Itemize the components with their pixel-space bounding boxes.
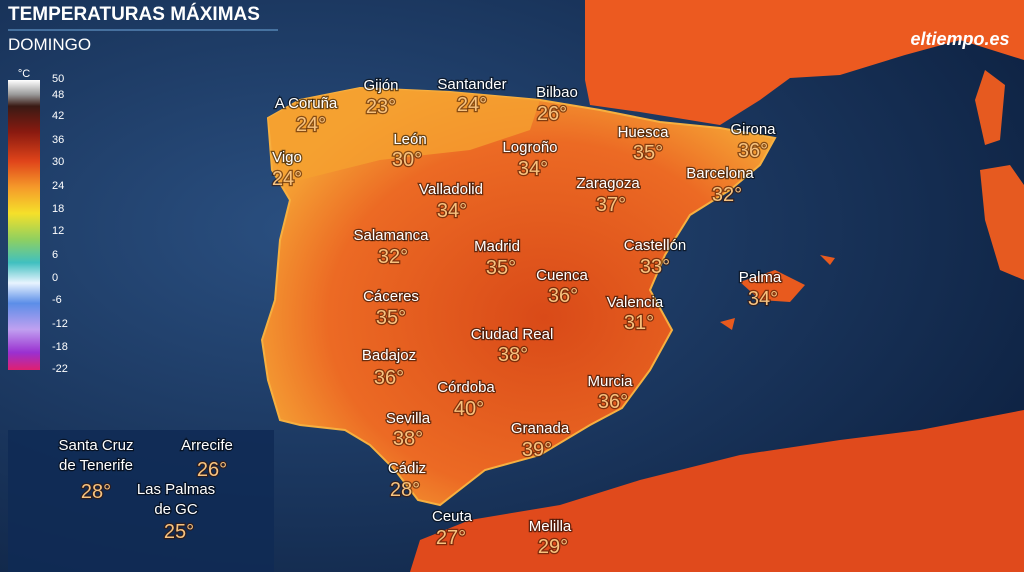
logo: eltiempo.es: [910, 29, 1009, 49]
city-temp: 26°: [537, 103, 567, 125]
city-temp: 38°: [393, 428, 423, 450]
city-temp: 35°: [633, 142, 663, 164]
legend-tick-label: 48: [52, 89, 64, 101]
city-name: Castellón: [624, 237, 687, 254]
city-temp: 36°: [738, 140, 768, 162]
city-name: Córdoba: [437, 379, 495, 396]
city-temp: 29°: [538, 536, 568, 558]
north-region: [268, 88, 540, 180]
city-temp: 36°: [548, 285, 578, 307]
city-temp: 33°: [640, 256, 670, 278]
balearic-islets: [720, 255, 835, 330]
city-name: Logroño: [502, 139, 557, 156]
city-temp: 34°: [748, 288, 778, 310]
city-name: de Tenerife: [59, 457, 133, 474]
city-temp: 40°: [454, 398, 484, 420]
city-temp: 24°: [272, 168, 302, 190]
city-name: Granada: [511, 420, 570, 437]
legend-tick-label: -22: [52, 363, 68, 375]
city-name: Valladolid: [419, 181, 483, 198]
city-name: Madrid: [474, 238, 520, 255]
city-temp: 34°: [437, 200, 467, 222]
legend-tick-label: 24: [52, 180, 64, 192]
city-name: Girona: [730, 121, 776, 138]
city-name: A Coruña: [275, 95, 338, 112]
city-temp: 36°: [374, 367, 404, 389]
legend-tick-label: 50: [52, 73, 64, 85]
city-name: Ciudad Real: [471, 326, 554, 343]
legend-bar: [8, 80, 40, 370]
city-temp: 23°: [366, 96, 396, 118]
legend-unit: °C: [18, 68, 30, 80]
city-temp: 28°: [81, 481, 111, 503]
city-temp: 25°: [164, 521, 194, 543]
city-name: Murcia: [587, 373, 633, 390]
city-name: Ceuta: [432, 508, 473, 525]
canary-inset: [8, 430, 274, 572]
legend-tick-label: -12: [52, 318, 68, 330]
city-name: León: [393, 131, 426, 148]
title: TEMPERATURAS MÁXIMAS: [8, 3, 260, 25]
city-temp: 32°: [712, 184, 742, 206]
city-name: Cádiz: [388, 460, 426, 477]
city-temp: 30°: [392, 149, 422, 171]
city-name: Santa Cruz: [58, 437, 133, 454]
city-temp: 31°: [624, 312, 654, 334]
subtitle: DOMINGO: [8, 35, 91, 54]
city-name: Valencia: [607, 294, 664, 311]
city-temp: 36°: [598, 391, 628, 413]
city-temp: 34°: [518, 158, 548, 180]
city-temp: 35°: [376, 307, 406, 329]
city-name: Zaragoza: [576, 175, 640, 192]
city-name: Bilbao: [536, 84, 578, 101]
city-temp: 27°: [436, 527, 466, 549]
city-name: Cáceres: [363, 288, 419, 305]
city-name: Salamanca: [353, 227, 429, 244]
north-africa: [410, 410, 1024, 572]
city-name: Huesca: [618, 124, 670, 141]
france: [585, 0, 1024, 125]
city-name: Arrecife: [181, 437, 233, 454]
iberian-peninsula: [260, 86, 777, 507]
city-temp: 38°: [498, 344, 528, 366]
city-name: Gijón: [363, 77, 398, 94]
city-name: Badajoz: [362, 347, 416, 364]
legend-tick-label: 36: [52, 134, 64, 146]
city-name: Barcelona: [686, 165, 754, 182]
city-name: Sevilla: [386, 410, 431, 427]
city-temp: 32°: [378, 246, 408, 268]
legend-tick-label: 18: [52, 203, 64, 215]
city-name: Las Palmas: [137, 481, 215, 498]
legend-tick-label: 0: [52, 272, 58, 284]
city-temp: 39°: [522, 439, 552, 461]
city-temp: 28°: [390, 479, 420, 501]
legend-tick-label: 6: [52, 249, 58, 261]
city-temp: 26°: [197, 459, 227, 481]
legend-tick-label: 30: [52, 156, 64, 168]
city-temp: 24°: [296, 114, 326, 136]
city-name: de GC: [154, 501, 198, 518]
city-name: Melilla: [529, 518, 572, 535]
city-name: Vigo: [272, 149, 302, 166]
city-name: Santander: [437, 76, 506, 93]
mallorca: [740, 270, 805, 302]
legend-tick-label: -6: [52, 294, 62, 306]
legend-tick-label: -18: [52, 341, 68, 353]
city-name: Palma: [739, 269, 782, 286]
city-temp: 35°: [486, 257, 516, 279]
corsica-sardinia: [975, 70, 1024, 280]
city-temp: 37°: [596, 194, 626, 216]
legend-tick-label: 42: [52, 110, 64, 122]
city-name: Cuenca: [536, 267, 588, 284]
legend-tick-label: 12: [52, 225, 64, 237]
city-temp: 24°: [457, 94, 487, 116]
